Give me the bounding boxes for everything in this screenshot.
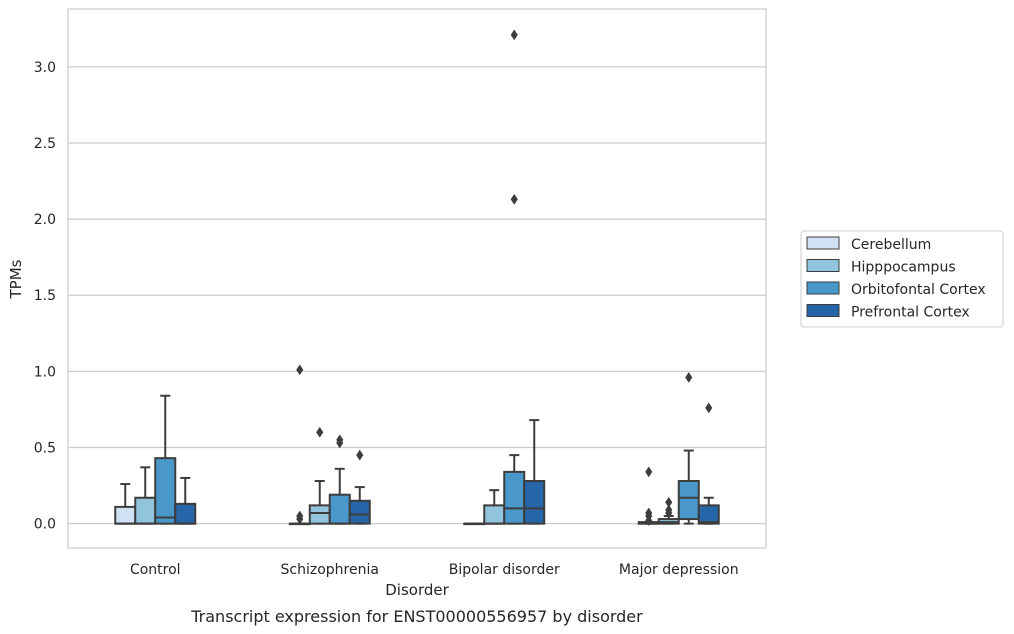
legend-swatch (806, 236, 840, 250)
box-iqr (134, 496, 157, 525)
legend-label: Hipppocampus (851, 260, 956, 276)
legend-swatch (806, 259, 840, 272)
outlier-point (685, 372, 693, 383)
box-iqr (677, 480, 700, 521)
box-group (134, 466, 157, 525)
box-group (637, 466, 660, 527)
outlier-point (316, 426, 324, 438)
y-tick-label: 1.5 (34, 288, 56, 304)
box-iqr (523, 480, 546, 525)
box-group (154, 394, 177, 525)
box-group (463, 522, 486, 526)
box-group (328, 434, 351, 525)
y-axis-label: TPMs (7, 259, 25, 299)
box-group (348, 449, 371, 525)
chart-caption: Transcript expression for ENST0000055695… (190, 607, 643, 626)
legend-swatch (806, 281, 840, 295)
box-marks (114, 29, 720, 527)
outlier-point (336, 434, 344, 446)
legend: Cerebellum Hipppocampus Orbitofontal Corte… (800, 230, 1004, 328)
outlier-point (356, 449, 364, 461)
legend-frame (800, 230, 1004, 328)
y-tick-label: 2.5 (34, 136, 56, 152)
x-axis-label: Disorder (385, 581, 449, 599)
gridlines (68, 66, 766, 525)
box-iqr (697, 504, 720, 525)
box-group (677, 372, 700, 525)
box-iqr (328, 493, 351, 525)
x-tick-label: Bipolar disorder (449, 562, 560, 578)
y-tick-label: 0.0 (34, 517, 56, 533)
y-tick-label: 1.0 (34, 364, 56, 380)
box-iqr (154, 457, 177, 525)
x-tick-labels: Control Schizophrenia Bipolar disorder Majo… (130, 562, 739, 578)
box-group (483, 489, 506, 525)
box-group (697, 402, 720, 525)
outlier-point (665, 496, 673, 508)
y-tick-label: 3.0 (34, 60, 56, 76)
legend-label: Prefrontal Cortex (851, 305, 970, 321)
outlier-point (705, 402, 713, 414)
outlier-point (645, 466, 653, 478)
box-group (288, 364, 311, 526)
outlier-point (510, 29, 518, 41)
outlier-point (296, 510, 304, 522)
outlier-point (510, 193, 518, 205)
box-group (308, 426, 331, 525)
legend-label: Orbitofontal Cortex (851, 282, 986, 298)
box-group (523, 419, 546, 525)
box-group (657, 496, 680, 525)
x-tick-label: Schizophrenia (281, 562, 379, 578)
box-group (114, 483, 137, 525)
outlier-point (665, 504, 673, 516)
y-tick-label: 2.0 (34, 212, 56, 228)
y-tick-label: 0.5 (34, 441, 56, 457)
legend-swatch (806, 304, 840, 317)
outlier-point (296, 364, 304, 376)
box-iqr (174, 502, 197, 525)
plot-area-frame (67, 8, 767, 549)
box-iqr (483, 504, 506, 525)
x-tick-label: Major depression (619, 562, 739, 578)
box-group (174, 476, 197, 525)
x-tick-label: Control (130, 562, 181, 578)
legend-label: Cerebellum (851, 237, 931, 253)
box-iqr (348, 499, 371, 525)
outlier-point (645, 507, 653, 519)
box-iqr (308, 504, 331, 525)
box-iqr (114, 505, 137, 525)
box-iqr (503, 470, 526, 525)
box-group (503, 29, 526, 525)
y-tick-labels: 0.0 0.5 1.0 1.5 2.0 2.5 3.0 (34, 60, 56, 533)
